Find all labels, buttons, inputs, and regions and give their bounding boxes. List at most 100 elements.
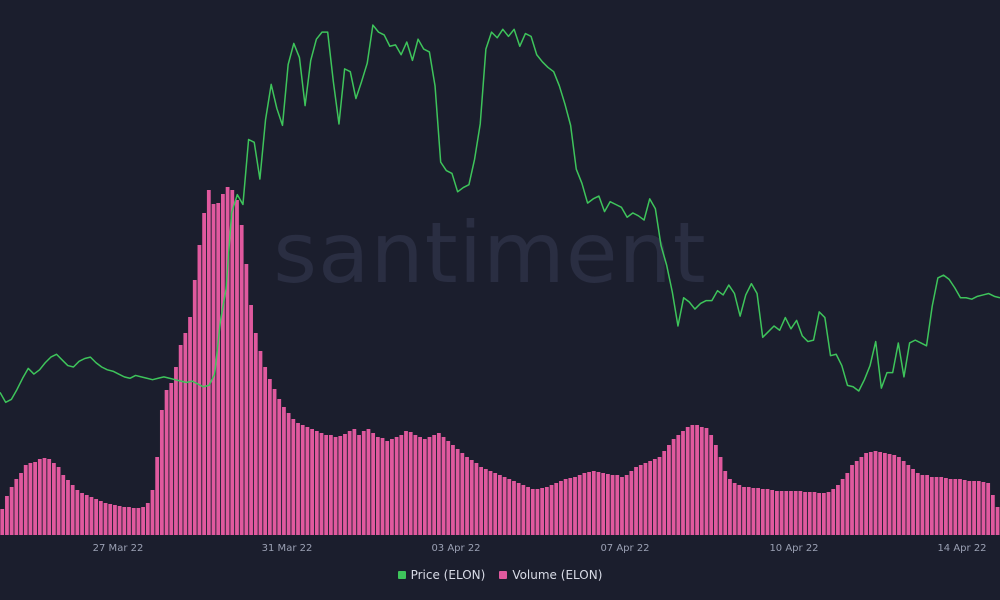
- volume-bar: [432, 435, 437, 535]
- volume-bar: [28, 463, 33, 535]
- legend-item-volume[interactable]: Volume (ELON): [499, 568, 602, 582]
- volume-bar: [638, 465, 643, 535]
- volume-bar: [530, 489, 535, 535]
- x-tick-label: 14 Apr 22: [937, 543, 986, 554]
- volume-bar: [591, 471, 596, 535]
- volume-bar: [56, 467, 61, 535]
- volume-bar: [812, 492, 817, 535]
- volume-bar: [882, 453, 887, 535]
- volume-bar: [150, 490, 155, 535]
- volume-bar: [676, 435, 681, 535]
- volume-bar: [239, 225, 244, 535]
- legend-swatch-volume: [499, 571, 508, 579]
- volume-bar: [117, 506, 122, 535]
- volume-bar: [282, 407, 286, 535]
- volume-bar: [826, 492, 831, 535]
- volume-bar: [418, 437, 422, 535]
- volume-bar: [310, 429, 314, 535]
- volume-bar: [399, 435, 404, 535]
- volume-bar: [629, 471, 634, 535]
- volume-bar: [366, 429, 371, 535]
- volume-bar: [559, 481, 563, 535]
- volume-bar: [211, 204, 216, 535]
- volume-bar: [887, 454, 892, 535]
- legend-item-price[interactable]: Price (ELON): [397, 568, 486, 582]
- volume-bar: [962, 480, 967, 535]
- volume-bar: [324, 435, 329, 535]
- volume-bar: [521, 485, 526, 535]
- volume-bar: [352, 429, 357, 535]
- volume-bar: [94, 499, 99, 535]
- volume-bar: [939, 477, 944, 535]
- volume-bar: [718, 457, 723, 535]
- volume-bar: [286, 413, 291, 535]
- legend: Price (ELON) Volume (ELON): [0, 568, 1000, 582]
- volume-bar: [361, 431, 366, 535]
- volume-bar: [451, 445, 455, 535]
- volume-bar: [408, 432, 413, 535]
- legend-label-price: Price (ELON): [410, 568, 486, 582]
- volume-bar: [765, 489, 770, 535]
- volume-bar: [277, 399, 282, 535]
- volume-bar: [155, 457, 160, 535]
- volume-bar: [422, 439, 427, 535]
- volume-bar: [831, 489, 836, 535]
- volume-bar: [929, 477, 934, 535]
- volume-bar: [713, 445, 718, 535]
- volume-bar: [375, 437, 380, 535]
- volume-bar: [793, 491, 798, 535]
- volume-bar: [601, 473, 606, 535]
- volume-bar: [113, 505, 117, 535]
- volume-bar: [953, 479, 958, 535]
- x-tick-label: 31 Mar 22: [262, 543, 313, 554]
- volume-bar: [493, 473, 498, 535]
- volume-bar: [202, 213, 207, 535]
- volume-bar: [192, 280, 197, 535]
- volume-bar: [915, 473, 920, 535]
- volume-bar: [732, 483, 737, 535]
- volume-bar: [634, 467, 638, 535]
- volume-bar: [864, 453, 868, 535]
- volume-bar: [328, 435, 333, 535]
- volume-bar: [483, 469, 488, 535]
- volume-bar: [671, 439, 676, 535]
- volume-bar: [188, 317, 192, 535]
- volume-bar: [385, 441, 390, 535]
- volume-bar: [465, 457, 469, 535]
- volume-bar: [230, 190, 235, 535]
- volume-bar: [427, 437, 432, 535]
- x-tick-label: 10 Apr 22: [769, 543, 818, 554]
- volume-bar: [319, 433, 324, 535]
- volume-bar: [51, 463, 56, 535]
- volume-bar: [441, 437, 446, 535]
- volume-bar: [216, 203, 221, 535]
- volume-bar: [14, 479, 19, 535]
- volume-bar: [169, 383, 174, 535]
- volume-bar: [314, 431, 319, 535]
- volume-bar: [141, 507, 145, 535]
- volume-bar: [582, 473, 587, 535]
- volume-bar: [122, 507, 127, 535]
- volume-bar: [164, 390, 169, 535]
- volume-bar: [803, 492, 807, 535]
- volume-bar: [460, 453, 465, 535]
- volume-bar: [127, 507, 131, 535]
- volume-bar: [357, 435, 361, 535]
- volume-bar: [5, 496, 9, 535]
- price-line: [0, 24, 1000, 404]
- volume-bar: [925, 475, 930, 535]
- volume-bar: [699, 427, 704, 535]
- volume-bar: [587, 472, 591, 535]
- volume-bar: [995, 507, 1000, 535]
- volume-bar: [469, 460, 474, 535]
- volume-bar: [235, 200, 239, 535]
- volume-bar: [742, 487, 746, 535]
- volume-bar: [267, 379, 272, 535]
- volume-bar: [798, 491, 803, 535]
- volume-bar: [897, 457, 901, 535]
- volume-bar: [47, 459, 52, 535]
- volume-bar: [737, 485, 742, 535]
- volume-bar: [854, 461, 859, 535]
